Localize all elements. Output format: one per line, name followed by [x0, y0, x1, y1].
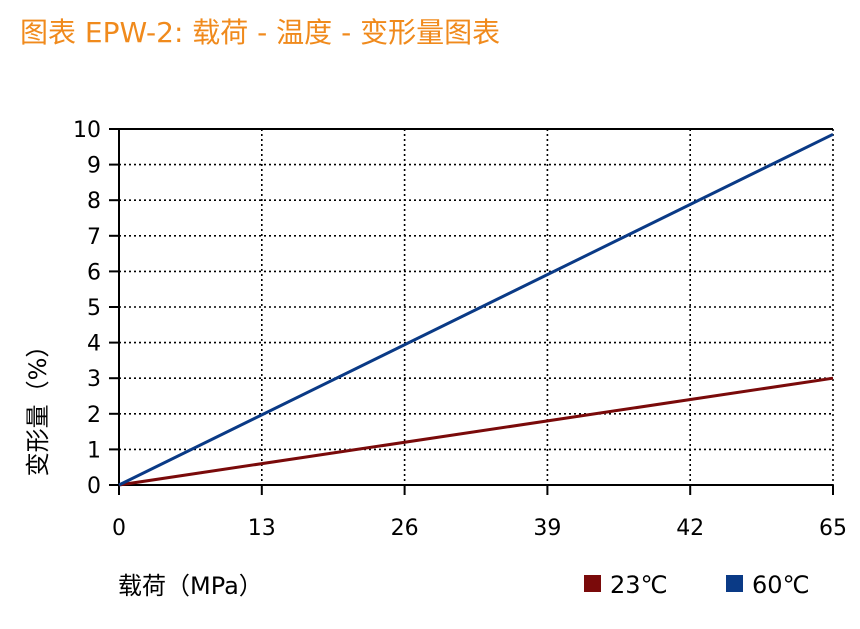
y-tick-label: 10 — [73, 118, 101, 143]
y-tick-label: 0 — [87, 474, 101, 499]
series-line-60 — [118, 132, 834, 487]
x-tick-label: 13 — [248, 516, 276, 541]
x-tick-label: 39 — [533, 516, 561, 541]
chart-title: 图表 EPW-2: 载荷 - 温度 - 变形量图表 — [20, 16, 501, 49]
y-tick-label: 5 — [87, 296, 101, 321]
legend-swatch — [584, 575, 601, 592]
y-axis-title: 变形量（%） — [24, 334, 52, 477]
y-tick-label: 6 — [87, 260, 101, 285]
x-tick-label: 0 — [112, 516, 126, 541]
x-tick-label: 26 — [391, 516, 419, 541]
y-tick-label: 2 — [87, 403, 101, 428]
legend-swatch — [726, 575, 743, 592]
x-tick-label: 42 — [676, 516, 704, 541]
y-tick-label: 7 — [87, 225, 101, 250]
legend-label: 60℃ — [752, 571, 810, 599]
y-tick-label: 8 — [87, 189, 101, 214]
y-tick-label: 3 — [87, 367, 101, 392]
x-tick-label: 65 — [819, 516, 847, 541]
series-line-23 — [118, 376, 834, 487]
y-tick-label: 1 — [87, 438, 101, 463]
y-tick-label: 9 — [87, 154, 101, 179]
y-tick-label: 4 — [87, 332, 101, 357]
legend-label: 23℃ — [610, 571, 668, 599]
x-axis-title: 载荷（MPa） — [118, 572, 263, 600]
